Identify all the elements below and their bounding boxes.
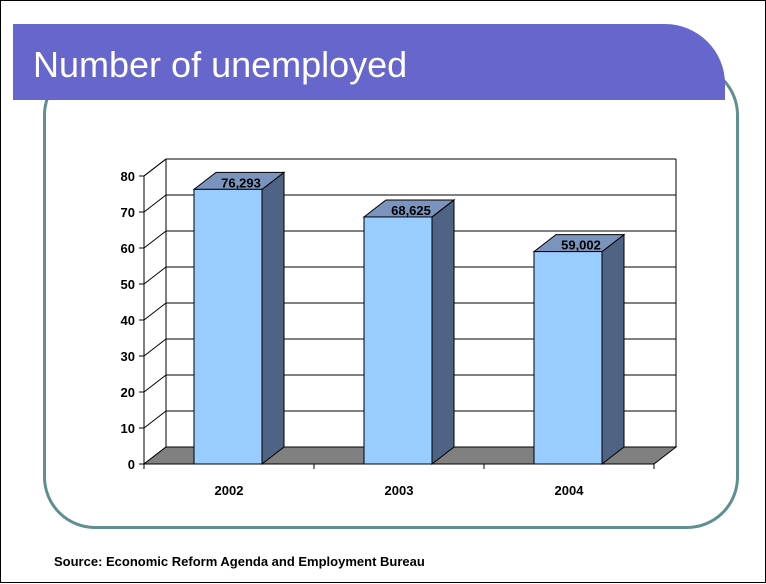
bar-side-2004: [601, 233, 625, 466]
gridline-side: [143, 230, 167, 249]
data-label: 59,002: [561, 238, 601, 253]
y-tick-label: 20: [121, 385, 135, 400]
bar-2003: [363, 216, 433, 465]
y-tick-label: 60: [121, 241, 135, 256]
y-tick-label: 80: [121, 169, 135, 184]
x-tick-label: 2002: [215, 483, 244, 498]
slide-title: Number of unemployed: [33, 44, 408, 85]
gridline-side: [143, 158, 167, 177]
source-note: Source: Economic Reform Agenda and Emplo…: [54, 554, 425, 569]
x-tick-label: 2003: [385, 483, 414, 498]
bar-2004: [533, 251, 603, 465]
y-tick-label: 50: [121, 277, 135, 292]
gridline-side: [143, 374, 167, 393]
y-tick-label: 0: [128, 457, 135, 472]
bar-side-2002: [261, 171, 285, 466]
gridline-side: [143, 338, 167, 357]
gridline-side: [143, 410, 167, 429]
y-tick-label: 10: [121, 421, 135, 436]
gridline-side: [143, 266, 167, 285]
data-label: 76,293: [221, 175, 261, 190]
y-tick-label: 40: [121, 313, 135, 328]
y-tick-label: 70: [121, 205, 135, 220]
y-tick-label: 30: [121, 349, 135, 364]
bar-side-2003: [431, 198, 455, 466]
bar-2002: [193, 188, 263, 465]
gridline-side: [143, 302, 167, 321]
x-tick-label: 2004: [555, 483, 585, 498]
gridline-side: [143, 194, 167, 213]
data-label: 68,625: [391, 203, 431, 218]
title-bar: [13, 24, 725, 100]
